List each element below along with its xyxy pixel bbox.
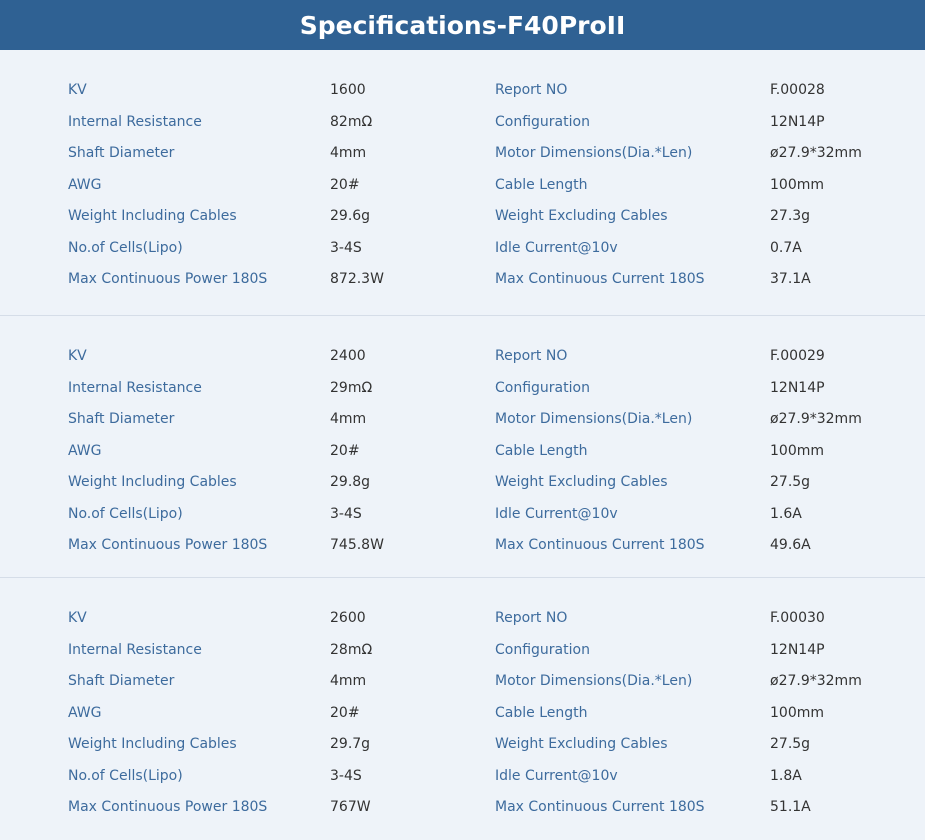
spec-label: Shaft Diameter [68, 145, 175, 161]
spec-section: KV 1600 Report NO F.00028 Internal Resistanc… [0, 50, 925, 316]
spec-value: 1.8A [770, 767, 802, 784]
spec-label: Max Continuous Power 180S [68, 799, 268, 815]
spec-value: 27.5g [770, 736, 811, 752]
spec-label: Motor Dimensions(Dia.*Len) [495, 145, 693, 161]
spec-label: Idle Current@10v [495, 239, 618, 256]
spec-value: 2600 [330, 610, 366, 626]
spec-label: Internal Resistance [68, 379, 202, 396]
spec-value: 29mΩ [330, 379, 373, 396]
spec-value: F.00030 [770, 610, 825, 626]
spec-value: 745.8W [330, 537, 384, 553]
spec-value: 29.8g [330, 474, 371, 490]
spec-value: 0.7A [770, 239, 802, 256]
spec-label: Shaft Diameter [68, 673, 175, 689]
spec-label: Report NO [495, 82, 568, 98]
spec-value: 12N14P [770, 641, 825, 658]
spec-value: 2400 [330, 348, 366, 364]
spec-value: 82mΩ [330, 113, 373, 130]
spec-value: 1.6A [770, 505, 802, 522]
spec-value: 4mm [330, 145, 367, 161]
spec-section: KV 2400 Report NO F.00029 Internal Resistanc… [0, 316, 925, 578]
spec-label: KV [68, 82, 87, 98]
spec-label: Shaft Diameter [68, 411, 175, 427]
spec-section: KV 2600 Report NO F.00030 Internal Resistanc… [0, 578, 925, 839]
spec-label: No.of Cells(Lipo) [68, 505, 183, 522]
spec-label: KV [68, 348, 87, 364]
spec-label: Configuration [495, 113, 590, 130]
spec-label: Configuration [495, 379, 590, 396]
spec-label: No.of Cells(Lipo) [68, 767, 183, 784]
spec-value: 49.6A [770, 537, 811, 553]
spec-value: 28mΩ [330, 641, 373, 658]
spec-label: Configuration [495, 641, 590, 658]
spec-value: 20# [330, 704, 360, 721]
spec-value: 3-4S [330, 767, 362, 784]
spec-label: Cable Length [495, 704, 588, 721]
spec-value: 20# [330, 442, 360, 459]
spec-label: AWG [68, 442, 102, 459]
spec-value: 100mm [770, 442, 824, 459]
spec-label: Internal Resistance [68, 113, 202, 130]
spec-value: F.00028 [770, 82, 825, 98]
spec-label: Max Continuous Current 180S [495, 799, 705, 815]
spec-value: 3-4S [330, 239, 362, 256]
spec-value: ø27.9*32mm [770, 411, 862, 427]
spec-value: 20# [330, 176, 360, 193]
spec-label: Max Continuous Power 180S [68, 537, 268, 553]
spec-value: 100mm [770, 704, 824, 721]
spec-label: Motor Dimensions(Dia.*Len) [495, 411, 693, 427]
spec-label: Report NO [495, 610, 568, 626]
spec-value: 100mm [770, 176, 824, 193]
spec-label: Idle Current@10v [495, 767, 618, 784]
spec-value: 12N14P [770, 113, 825, 130]
spec-value: 29.6g [330, 208, 371, 224]
spec-label: Cable Length [495, 176, 588, 193]
spec-value: F.00029 [770, 348, 825, 364]
spec-label: AWG [68, 704, 102, 721]
spec-label: Report NO [495, 348, 568, 364]
spec-label: Weight Excluding Cables [495, 736, 668, 752]
spec-value: 4mm [330, 673, 367, 689]
spec-value: 51.1A [770, 799, 811, 815]
spec-label: Weight Excluding Cables [495, 474, 668, 490]
spec-label: Motor Dimensions(Dia.*Len) [495, 673, 693, 689]
spec-value: ø27.9*32mm [770, 673, 862, 689]
spec-value: 27.3g [770, 208, 811, 224]
spec-value: 1600 [330, 82, 366, 98]
spec-label: KV [68, 610, 87, 626]
spec-value: 37.1A [770, 271, 811, 287]
spec-label: Weight Including Cables [68, 208, 237, 224]
spec-label: Weight Including Cables [68, 736, 237, 752]
header-title: Specifications-F40ProII [0, 0, 925, 50]
spec-value: 12N14P [770, 379, 825, 396]
spec-label: AWG [68, 176, 102, 193]
spec-label: Weight Including Cables [68, 474, 237, 490]
spec-label: Max Continuous Current 180S [495, 271, 705, 287]
spec-label: Idle Current@10v [495, 505, 618, 522]
spec-value: 872.3W [330, 271, 384, 287]
spec-label: Max Continuous Current 180S [495, 537, 705, 553]
spec-label: Internal Resistance [68, 641, 202, 658]
spec-value: 767W [330, 799, 371, 815]
spec-label: Max Continuous Power 180S [68, 271, 268, 287]
spec-label: No.of Cells(Lipo) [68, 239, 183, 256]
spec-label: Cable Length [495, 442, 588, 459]
spec-value: 29.7g [330, 736, 371, 752]
spec-value: ø27.9*32mm [770, 145, 862, 161]
spec-value: 4mm [330, 411, 367, 427]
spec-label: Weight Excluding Cables [495, 208, 668, 224]
spec-value: 27.5g [770, 474, 811, 490]
spec-value: 3-4S [330, 505, 362, 522]
